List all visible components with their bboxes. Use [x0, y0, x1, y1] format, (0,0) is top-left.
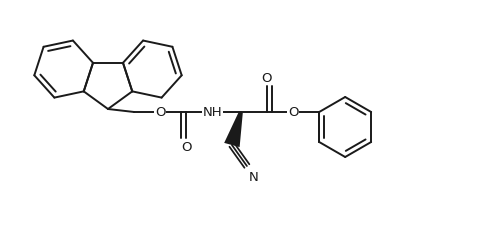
Text: N: N: [249, 170, 259, 183]
Text: O: O: [181, 141, 192, 153]
Text: O: O: [288, 106, 298, 119]
Text: O: O: [155, 106, 165, 119]
Polygon shape: [224, 112, 243, 148]
Text: O: O: [262, 72, 272, 84]
Text: NH: NH: [203, 106, 222, 119]
